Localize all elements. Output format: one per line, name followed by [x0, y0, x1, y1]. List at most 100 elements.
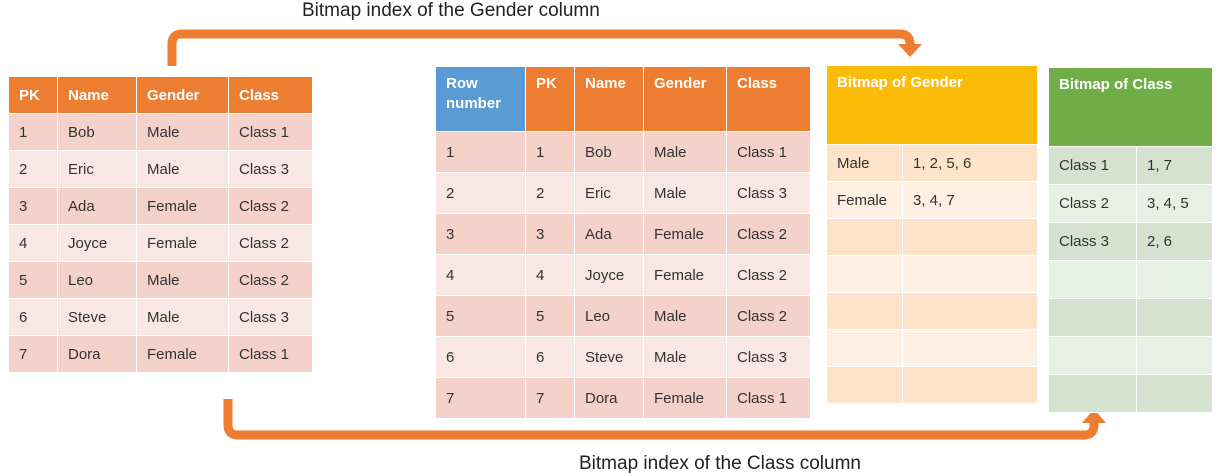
table-cell: Male	[643, 131, 727, 173]
table-row: Class 1 1, 7	[1048, 146, 1214, 185]
header-gender: Gender	[136, 76, 229, 114]
source-table: PK Name Gender Class 1 Bob Male Class 1 2 Eri…	[8, 76, 313, 373]
table-row	[826, 255, 1039, 293]
table-row	[826, 218, 1039, 256]
table-row: 4 4 Joyce Female Class 2	[435, 254, 811, 296]
table-cell: Male	[643, 172, 727, 214]
table-row	[1048, 374, 1214, 413]
table-cell: 4	[525, 254, 575, 296]
class-bitmap-header-row: Bitmap of Class	[1047, 67, 1214, 147]
class-index-caption: Bitmap index of the Class column	[579, 453, 861, 474]
table-cell: Class 2	[726, 254, 811, 296]
class-bitmap-table: Bitmap of Class Class 1 1, 7 Class 2 3, 4, …	[1047, 67, 1214, 413]
table-cell	[901, 329, 1039, 367]
table-cell: 3	[525, 213, 575, 255]
table-row	[826, 366, 1039, 404]
table-row: Male 1, 2, 5, 6	[826, 144, 1039, 182]
table-row: 3 3 Ada Female Class 2	[435, 213, 811, 255]
table-cell: Leo	[57, 261, 137, 299]
table-row: 5 Leo Male Class 2	[8, 261, 313, 299]
gender-index-caption: Bitmap index of the Gender column	[302, 0, 600, 21]
table-cell: Class 2	[228, 261, 313, 299]
table-cell: Male	[136, 298, 229, 336]
table-cell: 7	[435, 377, 526, 419]
table-row: 4 Joyce Female Class 2	[8, 224, 313, 262]
header-class: Class	[228, 76, 313, 114]
table-cell: Female	[643, 254, 727, 296]
table-cell	[1048, 336, 1137, 375]
table-cell	[1135, 298, 1214, 337]
table-cell: 2, 6	[1135, 222, 1214, 261]
table-cell: 7	[8, 335, 58, 373]
table-row: 2 Eric Male Class 3	[8, 150, 313, 188]
source-table-header-row: PK Name Gender Class	[8, 76, 313, 114]
table-cell: Class 2	[228, 224, 313, 262]
table-cell: Dora	[57, 335, 137, 373]
table-cell: Class 3	[1048, 222, 1137, 261]
table-row	[1048, 260, 1214, 299]
table-row: Female 3, 4, 7	[826, 181, 1039, 219]
table-cell: Joyce	[57, 224, 137, 262]
header-pk: PK	[8, 76, 58, 114]
header-row-number: Row number	[435, 66, 526, 132]
class-bitmap-title: Bitmap of Class	[1047, 67, 1214, 147]
table-cell: Class 1	[726, 377, 811, 419]
table-cell: Steve	[574, 336, 644, 378]
table-cell: 4	[435, 254, 526, 296]
table-cell: Male	[136, 113, 229, 151]
table-cell: Class 2	[228, 187, 313, 225]
table-cell: Male	[826, 144, 903, 182]
table-cell: Female	[643, 377, 727, 419]
table-cell	[1135, 374, 1214, 413]
table-cell: Class 1	[1048, 146, 1137, 185]
table-row: Class 2 3, 4, 5	[1048, 184, 1214, 223]
table-cell: Ada	[574, 213, 644, 255]
table-cell: Male	[643, 336, 727, 378]
header-gender: Gender	[643, 66, 727, 132]
table-cell: Dora	[574, 377, 644, 419]
table-row: 7 Dora Female Class 1	[8, 335, 313, 373]
table-cell: 6	[435, 336, 526, 378]
table-row: 2 2 Eric Male Class 3	[435, 172, 811, 214]
table-cell: Class 2	[1048, 184, 1137, 223]
table-cell	[1135, 260, 1214, 299]
table-cell: 2	[8, 150, 58, 188]
table-cell: Male	[643, 295, 727, 337]
table-cell	[1048, 298, 1137, 337]
table-cell: Female	[826, 181, 903, 219]
table-cell: Joyce	[574, 254, 644, 296]
table-cell: Class 3	[726, 336, 811, 378]
table-cell	[1135, 336, 1214, 375]
table-cell	[901, 218, 1039, 256]
table-cell: 5	[8, 261, 58, 299]
table-cell	[826, 366, 903, 404]
table-cell	[1048, 374, 1137, 413]
table-cell: Class 3	[726, 172, 811, 214]
table-cell: 3	[435, 213, 526, 255]
gender-index-arrow	[167, 29, 915, 66]
header-name: Name	[57, 76, 137, 114]
table-cell: 3	[8, 187, 58, 225]
table-cell: 3, 4, 5	[1135, 184, 1214, 223]
header-name: Name	[574, 66, 644, 132]
class-index-arrow	[223, 399, 1099, 440]
table-cell: 2	[525, 172, 575, 214]
table-cell	[901, 255, 1039, 293]
table-cell: 5	[435, 295, 526, 337]
table-cell: 6	[8, 298, 58, 336]
table-cell: 2	[435, 172, 526, 214]
table-cell: Female	[136, 224, 229, 262]
table-cell: 3, 4, 7	[901, 181, 1039, 219]
table-row: 3 Ada Female Class 2	[8, 187, 313, 225]
table-cell: Class 2	[726, 295, 811, 337]
table-row: 6 Steve Male Class 3	[8, 298, 313, 336]
table-cell	[901, 292, 1039, 330]
table-row: 6 6 Steve Male Class 3	[435, 336, 811, 378]
class-index-arrowhead	[1082, 409, 1106, 423]
header-pk: PK	[525, 66, 575, 132]
table-cell: 1	[525, 131, 575, 173]
table-cell: Bob	[57, 113, 137, 151]
table-cell: 4	[8, 224, 58, 262]
table-row	[1048, 298, 1214, 337]
table-row	[826, 329, 1039, 367]
